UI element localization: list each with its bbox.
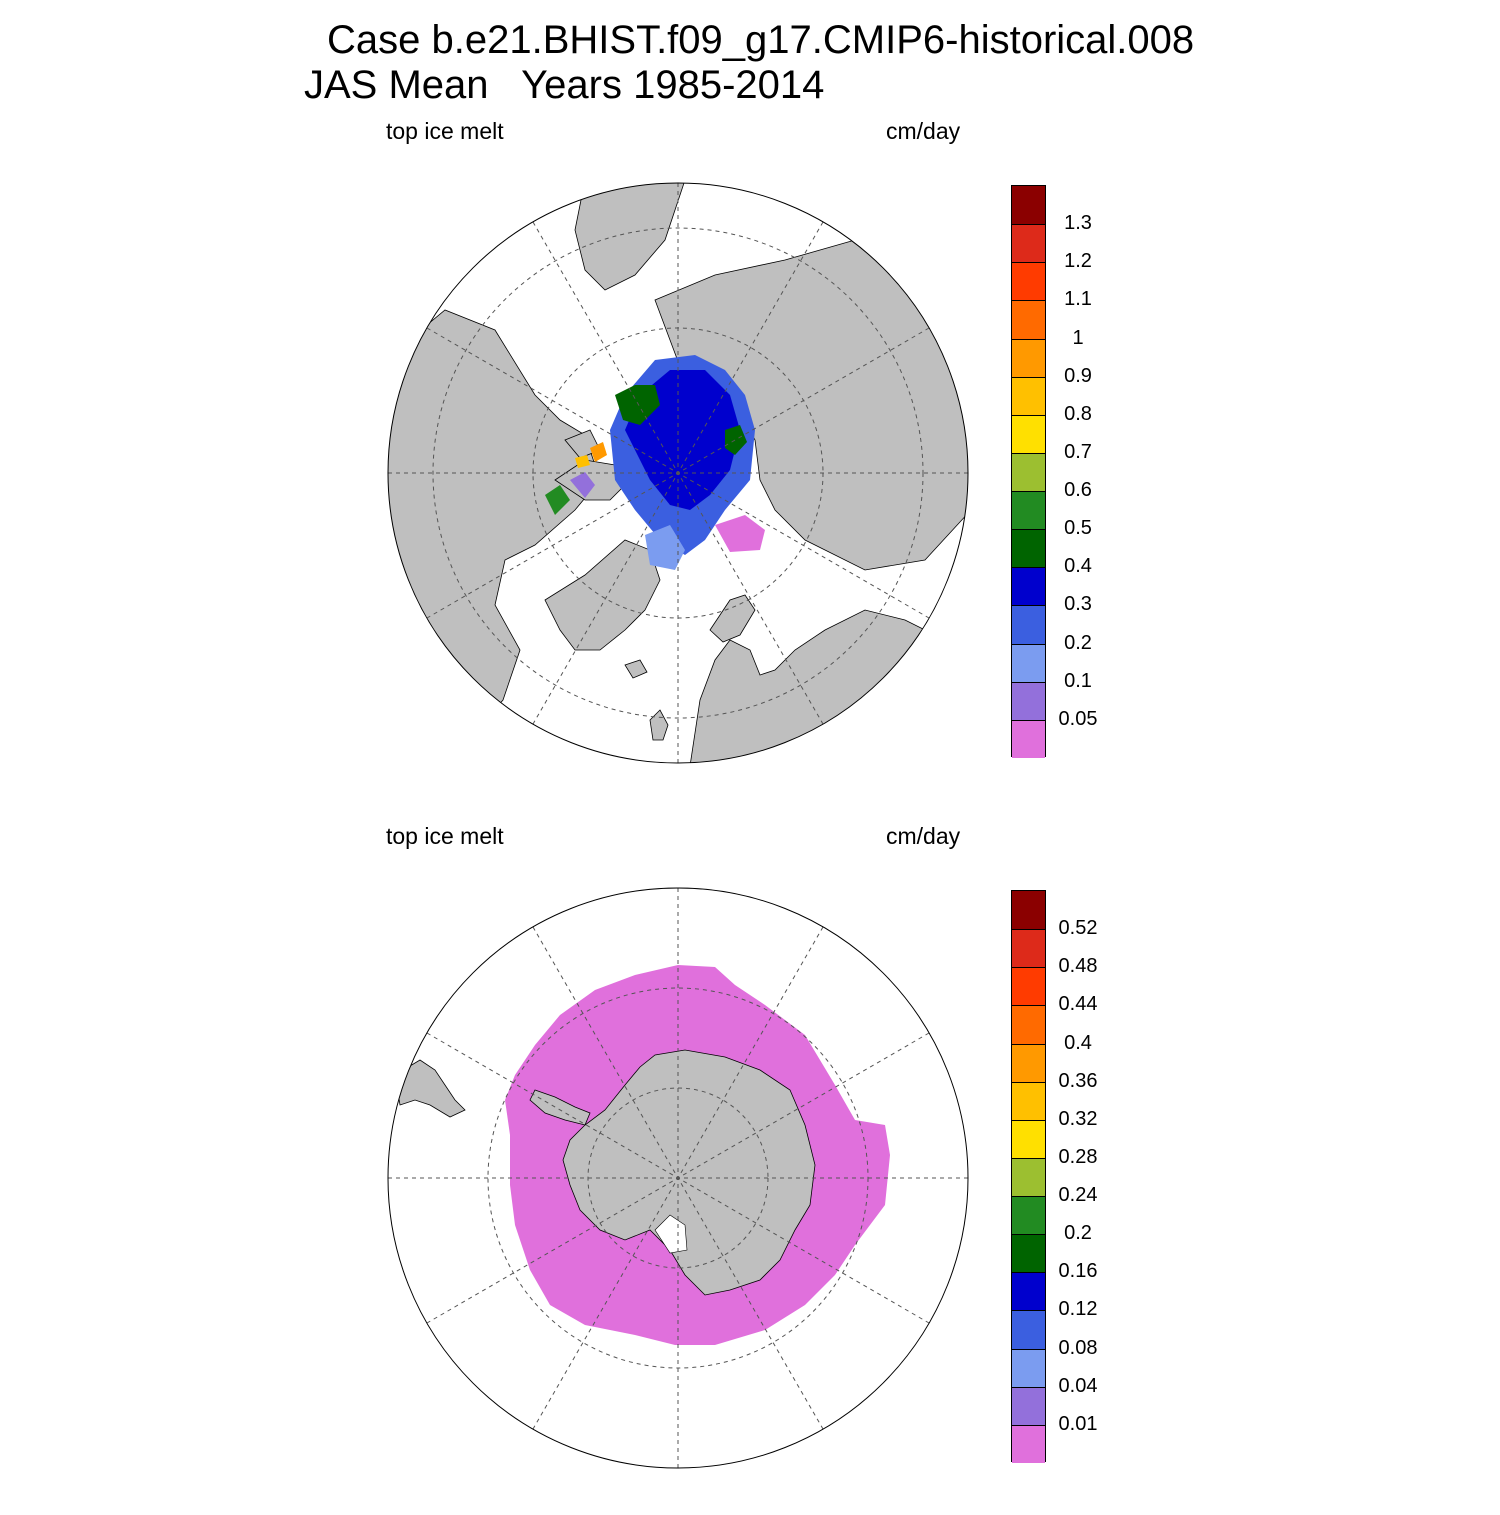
variable-label: top ice melt [386, 118, 504, 144]
colorbar-box [1012, 1196, 1045, 1235]
colorbar-tick-label: 0.52 [1058, 917, 1098, 940]
colorbar-labels: 0.52 0.48 0.44 0.4 0.36 0.32 0.28 0.24 0.2 0.16 0.… [1050, 890, 1110, 1462]
colorbar-tick-label: 0.05 [1058, 707, 1098, 730]
colorbar-tick-label: 0.16 [1058, 1260, 1098, 1283]
colorbar-box [1012, 643, 1045, 682]
colorbar-tick-label: 0.24 [1058, 1184, 1098, 1207]
colorbar-tick-label: 1.3 [1064, 212, 1092, 235]
ice-melt-field [545, 355, 765, 570]
colorbar-tick-label: 0.3 [1064, 593, 1092, 616]
colorbar-box [1012, 529, 1045, 568]
colorbar-tick-label: 0.4 [1064, 1031, 1092, 1054]
units-label: cm/day [886, 118, 961, 144]
colorbar-tick-label: 0.28 [1058, 1145, 1098, 1168]
colorbar-box [1012, 929, 1045, 968]
variable-label: top ice melt [386, 823, 504, 849]
colorbar-tick-label: 1.2 [1064, 250, 1092, 273]
colorbar-box [1012, 605, 1045, 644]
colorbar-box [1012, 224, 1045, 263]
arctic-polar-map [387, 182, 969, 764]
colorbar-tick-label: 0.32 [1058, 1107, 1098, 1130]
colorbar-tick-label: 0.7 [1064, 440, 1092, 463]
colorbar-box [1012, 1157, 1045, 1197]
colorbar-box [1012, 186, 1045, 225]
colorbar-tick-label: 0.9 [1064, 364, 1092, 387]
colorbar-box [1012, 967, 1045, 1006]
colorbar-labels: 1.3 1.2 1.1 1 0.9 0.8 0.7 0.6 0.5 0.4 0.3 0.2 0.1 0.0… [1050, 185, 1110, 757]
colorbar-box [1012, 262, 1045, 301]
colorbar-box [1012, 1272, 1045, 1311]
colorbar-box [1012, 891, 1045, 930]
map-border [387, 887, 969, 1469]
colorbar-tick-label: 0.2 [1064, 631, 1092, 654]
antarctica [562, 1049, 816, 1296]
colorbar-box [1012, 1043, 1045, 1082]
colorbar-tick-label: 0.5 [1064, 517, 1092, 540]
colorbar-box [1012, 1005, 1045, 1044]
antarctic-peninsula [529, 1089, 591, 1126]
colorbar-box [1012, 300, 1045, 339]
antarctic-polar-map [387, 887, 969, 1469]
colorbar-tick-label: 0.6 [1064, 479, 1092, 502]
colorbar-tick-label: 0.04 [1058, 1374, 1098, 1397]
colorbar-box [1012, 491, 1045, 530]
colorbar-tick-label: 0.2 [1064, 1222, 1092, 1245]
map-border [387, 182, 969, 764]
graticule [388, 183, 968, 763]
colorbar [1011, 890, 1046, 1463]
colorbar-tick-label: 0.4 [1064, 555, 1092, 578]
colorbar-box [1012, 1348, 1045, 1387]
colorbar-tick-label: 1.1 [1064, 288, 1092, 311]
colorbar-tick-label: 0.36 [1058, 1069, 1098, 1092]
colorbar-box [1012, 452, 1045, 492]
colorbar-tick-label: 1 [1072, 326, 1084, 349]
colorbar-box [1012, 1234, 1045, 1273]
arctic-panel: top ice melt cm/day [0, 110, 1500, 810]
colorbar-tick-label: 0.12 [1058, 1298, 1098, 1321]
colorbar-tick-label: 0.1 [1064, 669, 1092, 692]
colorbar-box [1012, 681, 1045, 720]
colorbar-box [1012, 1310, 1045, 1349]
colorbar-tick-label: 0.8 [1064, 402, 1092, 425]
colorbar [1011, 185, 1046, 758]
season-years-title: JAS Mean Years 1985-2014 [304, 63, 825, 107]
south-america [394, 1059, 466, 1118]
colorbar-tick-label: 0.01 [1058, 1412, 1098, 1435]
colorbar-box [1012, 1386, 1045, 1425]
graticule [388, 888, 968, 1468]
colorbar-box [1012, 1119, 1045, 1158]
colorbar-tick-label: 0.44 [1058, 993, 1098, 1016]
colorbar-tick-label: 0.08 [1058, 1336, 1098, 1359]
antarctic-panel: top ice melt cm/day [0, 815, 1500, 1515]
figure-title: Case b.e21.BHIST.f09_g17.CMIP6-historica… [0, 0, 1500, 110]
colorbar-box [1012, 567, 1045, 606]
colorbar-box [1012, 719, 1045, 758]
case-title: Case b.e21.BHIST.f09_g17.CMIP6-historica… [327, 18, 1195, 62]
colorbar-tick-label: 0.48 [1058, 955, 1098, 978]
ross-ice-shelf [654, 1214, 688, 1254]
colorbar-box [1012, 1424, 1045, 1463]
colorbar-box [1012, 1081, 1045, 1120]
units-label: cm/day [886, 823, 961, 849]
colorbar-box [1012, 414, 1045, 453]
colorbar-box [1012, 338, 1045, 377]
colorbar-box [1012, 376, 1045, 415]
